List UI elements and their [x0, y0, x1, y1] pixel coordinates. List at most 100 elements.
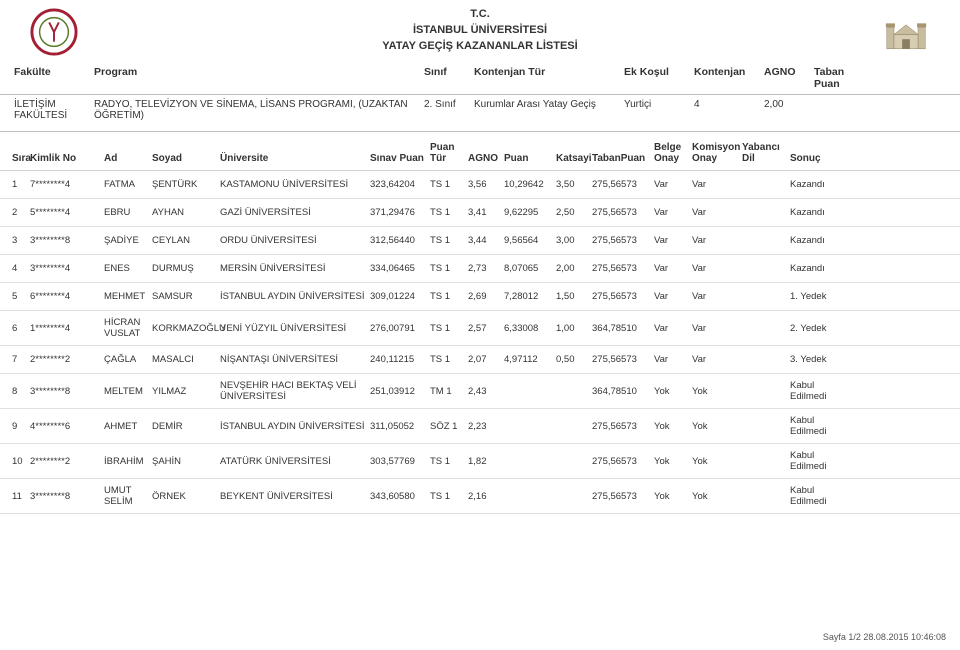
table-row: 102********2İBRAHİMŞAHİNATATÜRK ÜNİVERSİ…	[0, 444, 960, 479]
cell-sonuc: Kabul Edilmedi	[790, 485, 848, 507]
col-katsayi: Katsayi	[556, 153, 592, 164]
cell-sira: 4	[12, 263, 30, 274]
cell-taban: 275,56573	[592, 456, 654, 467]
cell-ad: ŞADİYE	[104, 235, 152, 246]
cell-taban: 275,56573	[592, 263, 654, 274]
cell-puan-tur: TS 1	[430, 263, 468, 274]
table-row: 83********8MELTEMYILMAZNEVŞEHİR HACI BEK…	[0, 374, 960, 409]
table-row: 17********4FATMAŞENTÜRKKASTAMONU ÜNİVERS…	[0, 171, 960, 199]
cell-ad: HİCRAN VUSLAT	[104, 317, 152, 339]
cell-puan-tur: TS 1	[430, 456, 468, 467]
cell-agno: 2,57	[468, 323, 504, 334]
table-row: 56********4MEHMETSAMSURİSTANBUL AYDIN ÜN…	[0, 283, 960, 311]
cell-komisyon: Var	[692, 354, 742, 365]
cell-universite: NEVŞEHİR HACI BEKTAŞ VELİ ÜNİVERSİTESİ	[220, 380, 370, 402]
cell-ad: EBRU	[104, 207, 152, 218]
label-kontenjan: Kontenjan	[694, 66, 764, 90]
cell-sira: 10	[12, 456, 30, 467]
university-seal-icon	[30, 8, 78, 56]
cell-taban: 275,56573	[592, 291, 654, 302]
value-kontenjan: 4	[694, 99, 764, 121]
col-taban: TabanPuan	[592, 153, 654, 164]
cell-agno: 2,07	[468, 354, 504, 365]
cell-puan: 9,62295	[504, 207, 556, 218]
cell-komisyon: Var	[692, 235, 742, 246]
cell-komisyon: Var	[692, 323, 742, 334]
cell-kimlik: 3********4	[30, 263, 104, 274]
col-ad: Ad	[104, 153, 152, 164]
cell-puan-tur: TS 1	[430, 291, 468, 302]
cell-taban: 275,56573	[592, 354, 654, 365]
table-row: 25********4EBRUAYHANGAZİ ÜNİVERSİTESİ371…	[0, 199, 960, 227]
cell-soyad: ŞAHİN	[152, 456, 220, 467]
cell-agno: 1,82	[468, 456, 504, 467]
cell-sinav-puan: 251,03912	[370, 386, 430, 397]
cell-sira: 9	[12, 421, 30, 432]
title-line-1: T.C.	[382, 8, 577, 20]
cell-sinav-puan: 371,29476	[370, 207, 430, 218]
col-komisyon: Komisyon Onay	[692, 142, 742, 164]
cell-belge: Var	[654, 235, 692, 246]
col-belge: Belge Onay	[654, 142, 692, 164]
cell-puan-tur: TS 1	[430, 323, 468, 334]
cell-puan-tur: TS 1	[430, 235, 468, 246]
cell-agno: 2,69	[468, 291, 504, 302]
cell-belge: Var	[654, 263, 692, 274]
cell-universite: GAZİ ÜNİVERSİTESİ	[220, 207, 370, 218]
cell-sira: 1	[12, 179, 30, 190]
cell-sinav-puan: 309,01224	[370, 291, 430, 302]
col-soyad: Soyad	[152, 153, 220, 164]
cell-soyad: ŞENTÜRK	[152, 179, 220, 190]
cell-taban: 364,78510	[592, 323, 654, 334]
cell-sinav-puan: 312,56440	[370, 235, 430, 246]
cell-universite: KASTAMONU ÜNİVERSİTESİ	[220, 179, 370, 190]
cell-katsayi: 3,00	[556, 235, 592, 246]
cell-katsayi: 2,00	[556, 263, 592, 274]
title-line-2: İSTANBUL ÜNİVERSİTESİ	[382, 24, 577, 36]
cell-sinav-puan: 303,57769	[370, 456, 430, 467]
page-header: T.C. İSTANBUL ÜNİVERSİTESİ YATAY GEÇİŞ K…	[0, 0, 960, 56]
cell-kimlik: 3********8	[30, 491, 104, 502]
cell-komisyon: Yok	[692, 491, 742, 502]
label-agno: AGNO	[764, 66, 814, 90]
label-program: Program	[94, 66, 424, 90]
cell-puan-tur: SÖZ 1	[430, 421, 468, 432]
table-row: 33********8ŞADİYECEYLANORDU ÜNİVERSİTESİ…	[0, 227, 960, 255]
cell-katsayi: 1,50	[556, 291, 592, 302]
cell-puan: 6,33008	[504, 323, 556, 334]
cell-sinav-puan: 240,11215	[370, 354, 430, 365]
cell-agno: 2,16	[468, 491, 504, 502]
cell-taban: 275,56573	[592, 179, 654, 190]
cell-agno: 3,44	[468, 235, 504, 246]
cell-sonuc: Kazandı	[790, 207, 848, 218]
col-puan: Puan	[504, 153, 556, 164]
cell-katsayi: 3,50	[556, 179, 592, 190]
cell-puan-tur: TM 1	[430, 386, 468, 397]
cell-universite: BEYKENT ÜNİVERSİTESİ	[220, 491, 370, 502]
cell-taban: 364,78510	[592, 386, 654, 397]
cell-katsayi: 1,00	[556, 323, 592, 334]
university-gate-icon	[882, 8, 930, 56]
table-row: 94********6AHMETDEMİRİSTANBUL AYDIN ÜNİV…	[0, 409, 960, 444]
cell-universite: MERSİN ÜNİVERSİTESİ	[220, 263, 370, 274]
cell-sira: 3	[12, 235, 30, 246]
title-line-3: YATAY GEÇİŞ KAZANANLAR LİSTESİ	[382, 40, 577, 52]
cell-sonuc: Kabul Edilmedi	[790, 450, 848, 472]
cell-sinav-puan: 276,00791	[370, 323, 430, 334]
cell-agno: 2,73	[468, 263, 504, 274]
cell-kimlik: 2********2	[30, 456, 104, 467]
cell-katsayi: 0,50	[556, 354, 592, 365]
cell-belge: Var	[654, 291, 692, 302]
label-ek-kosul: Ek Koşul	[624, 66, 694, 90]
cell-puan: 4,97112	[504, 354, 556, 365]
cell-ad: ENES	[104, 263, 152, 274]
cell-sonuc: Kazandı	[790, 263, 848, 274]
cell-sonuc: 2. Yedek	[790, 323, 848, 334]
cell-kimlik: 3********8	[30, 235, 104, 246]
cell-soyad: AYHAN	[152, 207, 220, 218]
cell-ad: FATMA	[104, 179, 152, 190]
cell-puan-tur: TS 1	[430, 491, 468, 502]
table-row: 43********4ENESDURMUŞMERSİN ÜNİVERSİTESİ…	[0, 255, 960, 283]
cell-belge: Yok	[654, 386, 692, 397]
table-row: 72********2ÇAĞLAMASALCINİŞANTAŞI ÜNİVERS…	[0, 346, 960, 374]
